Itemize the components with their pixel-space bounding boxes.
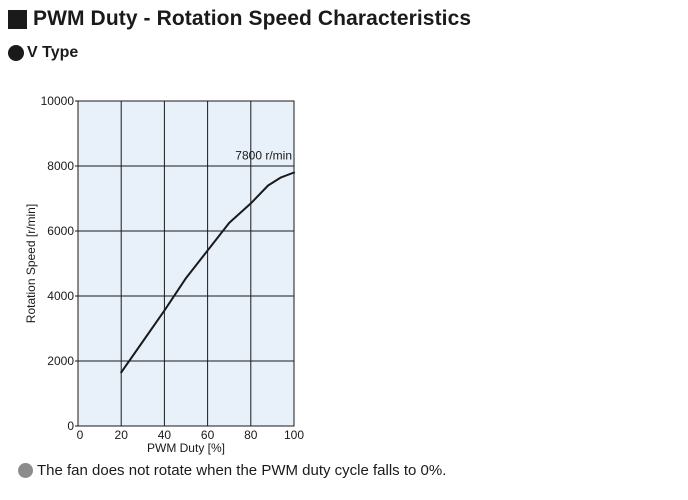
y-tick-label-2: 4000 (47, 289, 74, 303)
page-title: PWM Duty - Rotation Speed Characteristic… (8, 4, 471, 34)
series-line-0 (120, 171, 295, 374)
plot-area (78, 101, 294, 426)
x-tick-label-2: 40 (158, 428, 172, 442)
footnote: The fan does not rotate when the PWM dut… (18, 462, 446, 479)
page-title-text: PWM Duty - Rotation Speed Characteristic… (33, 7, 472, 30)
y-axis-label: Rotation Speed [r/min] (24, 204, 38, 323)
plot-frame (77, 100, 295, 427)
section-label-text: V Type (27, 44, 79, 61)
y-tick-label-5: 10000 (41, 94, 75, 108)
gray-circle-bullet-icon (18, 463, 33, 478)
x-tick-label-1: 20 (115, 428, 129, 442)
y-tick-label-4: 8000 (47, 159, 74, 173)
y-tick-label-0: 0 (67, 419, 74, 433)
footnote-text: The fan does not rotate when the PWM dut… (37, 462, 447, 479)
square-bullet-icon (8, 9, 27, 29)
x-tick-label-0: 0 (77, 428, 84, 442)
x-tick-label-5: 100 (284, 428, 304, 442)
annotation-label-0: 7800 r/min (235, 149, 292, 163)
circle-bullet-icon (8, 45, 24, 61)
y-tick-label-3: 6000 (47, 224, 74, 238)
x-tick-label-3: 60 (201, 428, 215, 442)
section-label: V Type (8, 44, 78, 62)
x-axis-label: PWM Duty [%] (147, 441, 225, 455)
y-tick-label-1: 2000 (47, 354, 74, 368)
x-tick-label-4: 80 (244, 428, 258, 442)
